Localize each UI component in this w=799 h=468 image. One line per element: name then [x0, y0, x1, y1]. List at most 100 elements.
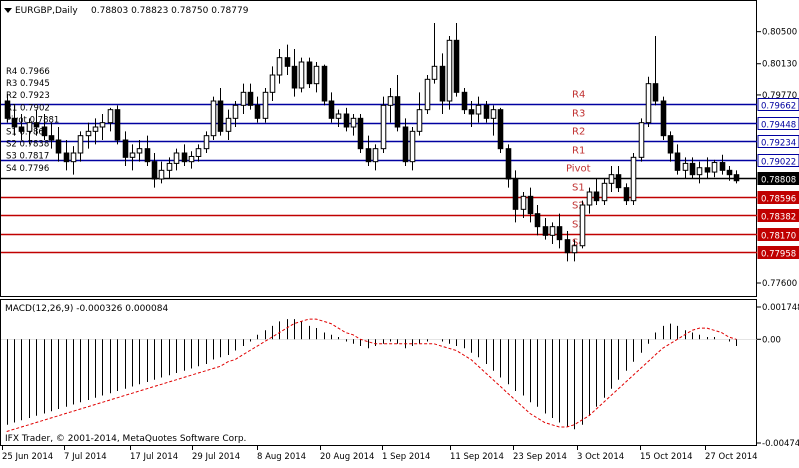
candle [439, 53, 446, 114]
candle-body [365, 148, 372, 163]
level-tag-s3 [757, 228, 799, 241]
candle-body [615, 174, 622, 189]
candle-body [490, 109, 497, 119]
candle-body [652, 83, 659, 102]
level-name-s2: S2 [572, 201, 585, 212]
candle [144, 135, 151, 166]
price-axis-label: 0.79770 [762, 91, 797, 101]
candle [151, 153, 158, 188]
candle [387, 88, 394, 123]
candle [601, 179, 608, 205]
candle-body [166, 162, 173, 171]
candle-body [63, 152, 70, 163]
candle-body [203, 135, 210, 150]
candle [638, 118, 645, 162]
candle-body [638, 122, 645, 158]
candle-body [247, 91, 254, 106]
candle [461, 88, 468, 114]
candle [335, 109, 342, 127]
candle-body [343, 113, 350, 128]
level-name-s1: S1 [572, 183, 585, 194]
candle-body [439, 65, 446, 102]
candle-body [689, 162, 696, 176]
candle-body [571, 245, 578, 254]
candle-body [92, 126, 99, 132]
candle-body [151, 161, 158, 180]
level-value-r3: 0.79448 [761, 121, 796, 131]
collapse-arrow-icon[interactable] [4, 8, 12, 13]
left-level-label: S3 0.7817 [6, 152, 49, 162]
symbol-header: EURGBP,Daily 0.78803 0.78823 0.78750 0.7… [4, 6, 249, 16]
time-axis-label: 17 Jul 2014 [130, 452, 178, 462]
candle [571, 239, 578, 262]
candle-body [497, 109, 504, 150]
candle-body [556, 226, 563, 241]
candle [490, 105, 497, 136]
candle [298, 57, 305, 93]
candle-body [158, 169, 165, 180]
candle-body [195, 148, 202, 157]
level-name-s4: S4 [572, 238, 585, 249]
candle [173, 148, 180, 171]
candle-body [542, 226, 549, 236]
candle-body [733, 174, 740, 182]
candle [733, 170, 740, 184]
level-tag-r3 [757, 117, 799, 130]
candle [240, 83, 247, 114]
level-value-s1: 0.78596 [761, 195, 796, 205]
candle [696, 161, 703, 184]
time-axis-label: 11 Sep 2014 [450, 452, 504, 462]
candle-body [453, 39, 460, 93]
candle [350, 114, 357, 136]
candle [726, 166, 733, 181]
candle-body [593, 191, 600, 202]
level-tag-r1 [757, 154, 799, 167]
candle-body [269, 74, 276, 93]
macd-histogram [1, 318, 757, 432]
level-value-r4: 0.79662 [761, 102, 796, 112]
candle [136, 140, 143, 162]
left-level-label: R1 0.7902 [6, 103, 50, 113]
candle [225, 109, 232, 140]
candle-body [33, 122, 40, 128]
candle [453, 23, 460, 97]
candle [549, 222, 556, 244]
candle [203, 131, 210, 153]
candle-body [232, 104, 239, 119]
candle-body [11, 117, 18, 128]
candle [586, 187, 593, 214]
candle [497, 107, 504, 153]
candle [527, 187, 534, 223]
candle [70, 146, 77, 175]
candle [63, 140, 70, 171]
candle [313, 62, 320, 93]
candle-body [26, 122, 33, 132]
macd-signal-line [6, 318, 737, 432]
candle-body [527, 195, 534, 215]
candle-body [107, 109, 114, 124]
candle [615, 166, 622, 192]
candle-body [136, 148, 143, 154]
time-axis-label: 3 Oct 2014 [577, 452, 624, 462]
candle-body [335, 113, 342, 119]
left-level-label: R3 0.7945 [6, 79, 50, 89]
macd-panel-frame [0, 299, 757, 446]
candle [446, 36, 453, 110]
candle-body [711, 162, 718, 173]
candle [409, 127, 416, 171]
candle [542, 218, 549, 240]
candle [107, 107, 114, 132]
candle-body [549, 226, 556, 236]
candle-body [726, 169, 733, 176]
candle [652, 36, 659, 106]
time-axis-label: 25 Jun 2014 [2, 452, 53, 462]
candle [630, 153, 637, 205]
candle-body [461, 91, 468, 111]
candle-body [70, 152, 77, 163]
candle [181, 144, 188, 166]
candle [682, 157, 689, 179]
time-axis-label: 7 Jul 2014 [64, 452, 107, 462]
candle [623, 183, 630, 205]
